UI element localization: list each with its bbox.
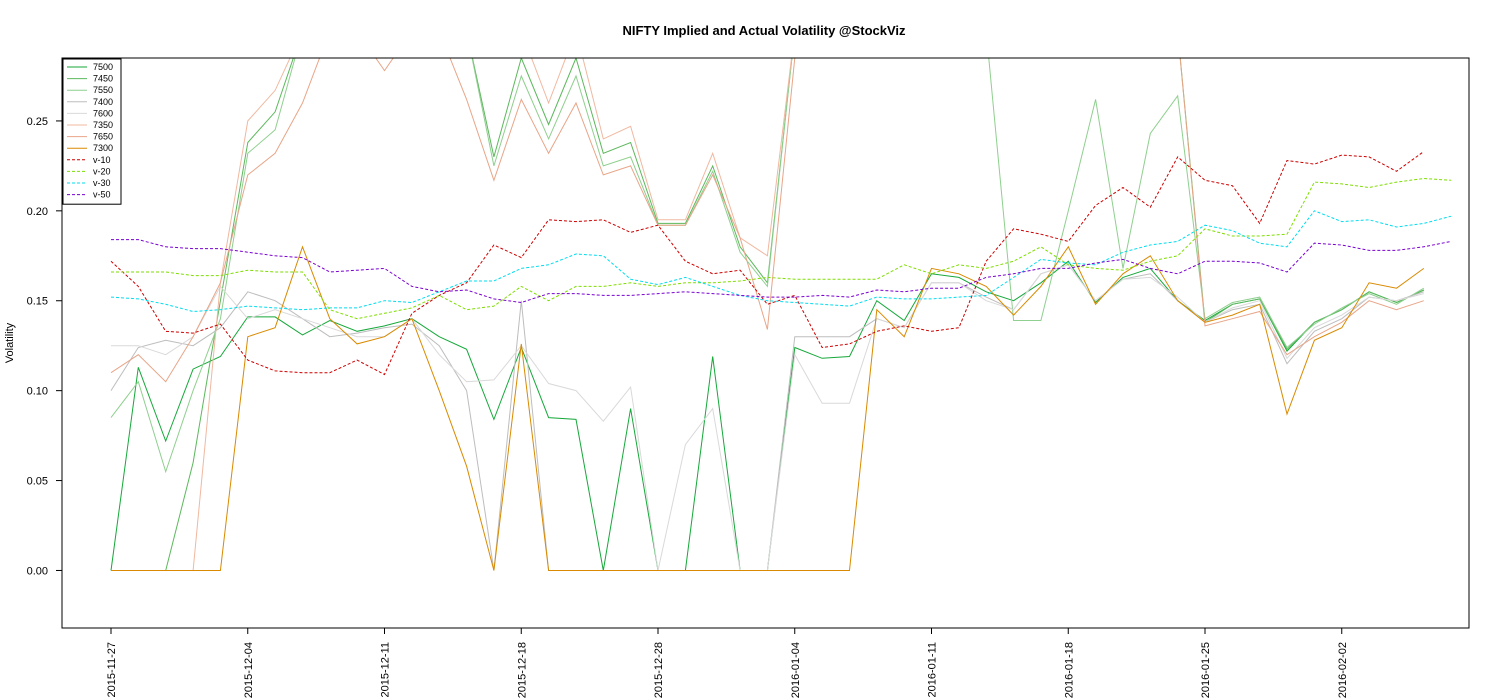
legend-entry-label: v-30 [93,178,111,188]
series-line-7300 [111,245,1425,571]
x-tick-label: 2016-01-04 [790,642,802,698]
y-tick-label: 0.00 [27,565,48,577]
x-tick-label: 2016-01-11 [927,642,939,697]
series-line-v-10 [110,151,1425,376]
y-axis-label: Volatility [4,322,16,363]
legend-entry-label: v-10 [93,155,111,165]
y-tick-label: 0.15 [27,296,48,308]
legend-entry-label: v-20 [93,166,111,176]
plot-frame [61,57,1470,629]
series-line-7550 [110,58,1425,474]
x-tick-label: 2016-01-18 [1063,642,1075,698]
x-axis: 2015-11-27 2015-12-04 2015-12-11 2015-12-18… [106,628,1349,698]
y-tick-label: 0.25 [27,116,48,128]
series-line-v-30 [110,210,1452,313]
legend-entry-label: 7300 [93,143,113,153]
legend-entry-label: 7650 [93,132,113,142]
y-tick-label: 0.20 [27,206,48,218]
legend-entry-label: 7600 [93,108,113,118]
legend-entry-label: 7500 [93,62,113,72]
y-tick-label: 0.10 [27,386,48,398]
x-tick-label: 2015-12-18 [516,642,528,698]
legend-entry-label: v-50 [93,190,111,200]
series-line-7650 [110,58,1424,383]
legend-entry-label: 7550 [93,85,113,95]
legend-entry-label: 7450 [93,74,113,84]
x-tick-label: 2015-12-28 [653,642,665,698]
y-tick-label: 0.05 [27,476,48,488]
series-line-7350 [111,58,793,571]
x-tick-label: 2016-01-25 [1200,642,1212,698]
chart-title: NIFTY Implied and Actual Volatility @Sto… [622,23,906,38]
series-line-v-20 [111,177,1452,320]
x-tick-label: 2015-11-27 [106,642,118,697]
x-tick-label: 2015-12-04 [243,642,255,698]
legend-box [62,58,122,205]
x-tick-label: 2016-02-02 [1337,642,1349,698]
legend-entry-label: 7350 [93,120,113,130]
x-tick-label: 2015-12-11 [380,642,392,697]
series-line-v-50 [111,239,1452,304]
series-layer [110,58,1452,571]
legend-entry-label: 7400 [93,97,113,107]
y-axis: 0.00 0.05 0.10 0.15 0.20 0.25 [27,116,62,577]
